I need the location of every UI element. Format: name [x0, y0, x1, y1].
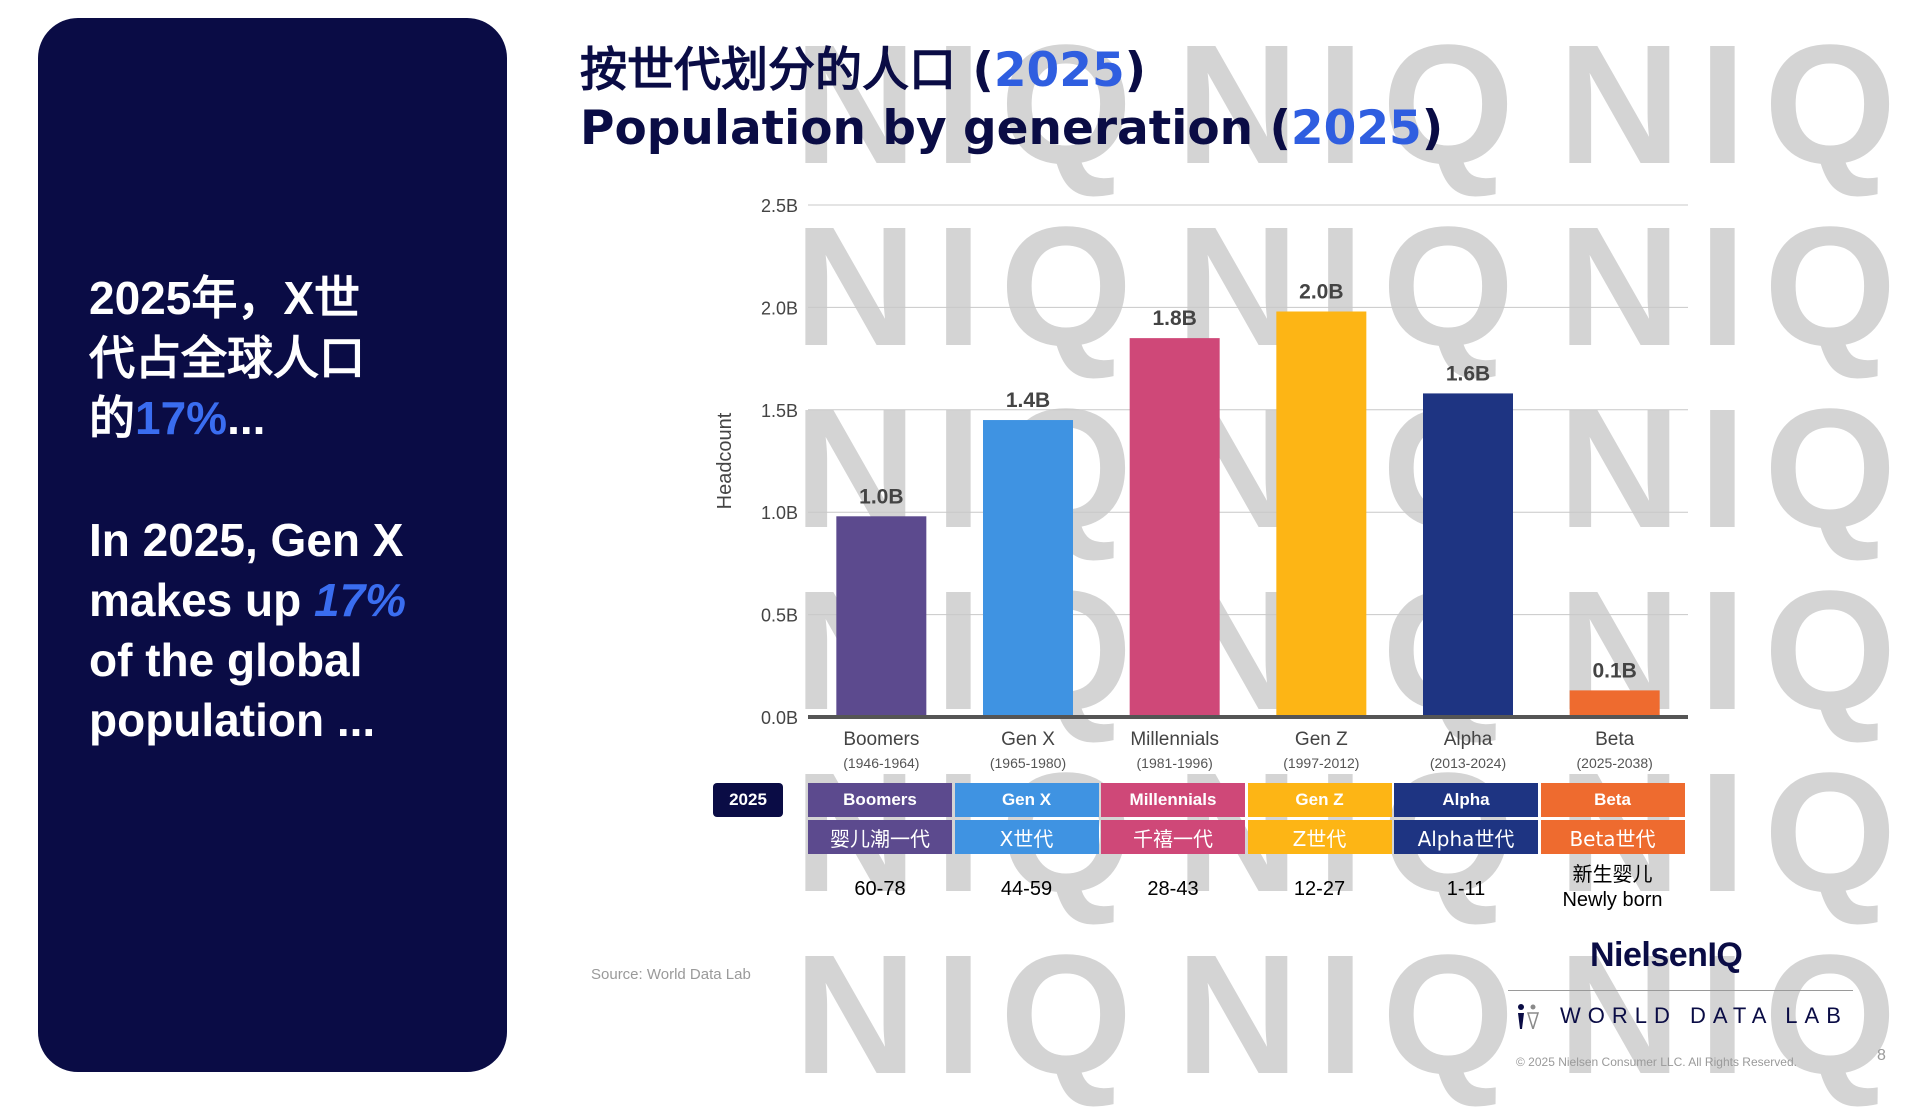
summary-en-line4: population ... [89, 694, 376, 746]
x-tick-label: Beta [1595, 729, 1635, 750]
y-tick-label: 0.5B [761, 606, 798, 626]
data-label: 2.0B [1299, 280, 1343, 303]
data-label: 1.0B [859, 485, 903, 508]
title-en: Population by generation (2025) [580, 101, 1444, 156]
x-tick-label: Gen Z [1295, 729, 1348, 750]
bar-boomers [836, 516, 927, 717]
generation-name-zh: Beta世代 [1540, 820, 1685, 854]
bar-gen-x [983, 420, 1073, 717]
generation-age-range: 1-11 [1394, 877, 1538, 902]
source-note: Source: World Data Lab [591, 966, 751, 983]
generation-name-en: Millennials [1101, 783, 1245, 817]
copyright: © 2025 Nielsen Consumer LLC. All Rights … [1516, 1055, 1797, 1069]
title-zh: 按世代划分的人口 (2025) [580, 43, 1147, 98]
x-tick-label: Boomers [843, 729, 919, 750]
generation-column: Gen X X世代 44-59 [954, 783, 1099, 902]
generation-age-range: 12-27 [1248, 877, 1392, 902]
x-tick-years: (2013-2024) [1430, 755, 1506, 771]
generation-age-text: 12-27 [1293, 878, 1346, 900]
summary-zh-line3: 的17%... [89, 392, 266, 444]
x-tick-years: (2025-2038) [1577, 755, 1653, 771]
generation-column: Beta Beta世代新生婴儿 Newly born [1540, 783, 1685, 913]
x-tick-years: (1997-2012) [1283, 755, 1359, 771]
x-tick-label: Gen X [1001, 729, 1055, 750]
summary-en-percent: 17% [314, 574, 407, 626]
generation-name-zh: Z世代 [1247, 820, 1392, 854]
population-bar-chart: 0.0B 0.5B 1.0B 1.5B 2.0B 2.5B Headcount 1.0B Boo… [714, 196, 1688, 771]
data-label: 1.6B [1446, 362, 1490, 385]
summary-zh-line2: 代占全球人口 [89, 332, 365, 384]
generation-age-range: 新生婴儿 Newly born [1541, 863, 1685, 913]
generation-name-zh: 婴儿潮一代 [808, 820, 952, 854]
generation-age-text: 1-11 [1446, 878, 1486, 900]
generation-name-zh: 千禧一代 [1101, 820, 1245, 854]
generation-age-text: 60-78 [854, 878, 906, 900]
y-tick-label: 2.0B [761, 298, 798, 318]
x-tick-years: (1981-1996) [1137, 755, 1213, 771]
world-data-lab-logo: WORLD DATA LAB [1514, 1003, 1848, 1029]
bar-gen-z [1276, 311, 1367, 717]
data-label: 0.1B [1592, 659, 1636, 682]
generation-age-text: 新生婴儿 [1572, 864, 1653, 886]
y-axis-label: Headcount [714, 412, 736, 509]
page-number: 8 [1877, 1047, 1886, 1064]
summary-en-line2: makes up 17% [89, 574, 407, 626]
generation-age-text: 44-59 [1000, 878, 1053, 900]
generation-age-range: 44-59 [955, 877, 1099, 902]
nielseniq-logo: NielsenIQ [1590, 936, 1743, 974]
generation-column: Gen Z Z世代 12-27 [1247, 783, 1392, 902]
generation-name-en: Gen Z [1247, 783, 1392, 817]
y-tick-label: 0.0B [761, 708, 798, 728]
summary-text: 2025年，X世 代占全球人口 的17%... In 2025, Gen X m… [89, 268, 449, 750]
x-tick-label: Millennials [1130, 729, 1219, 750]
summary-zh: 2025年，X世 代占全球人口 的17%... [89, 268, 449, 448]
x-tick-years: (1965-1980) [990, 755, 1066, 771]
generation-name-en: Alpha [1394, 783, 1538, 817]
generation-name-zh: X世代 [954, 820, 1099, 854]
generation-column: Alpha Alpha世代 1-11 [1394, 783, 1538, 902]
y-tick-label: 1.5B [761, 401, 798, 421]
generation-name-en: Beta [1540, 783, 1685, 817]
generation-column: Boomers 婴儿潮一代 60-78 [808, 783, 952, 902]
summary-en: In 2025, Gen X makes up 17% of the globa… [89, 510, 449, 750]
generation-name-en: Boomers [808, 783, 952, 817]
data-label: 1.4B [1006, 389, 1050, 412]
summary-en-line3: of the global [89, 634, 363, 686]
generation-column: Millennials 千禧一代 28-43 [1101, 783, 1245, 902]
footer-divider [1508, 990, 1853, 991]
generation-age-text: 28-43 [1147, 878, 1199, 900]
year-badge: 2025 [713, 783, 783, 817]
x-tick-years: (1946-1964) [843, 755, 919, 771]
y-tick-label: 2.5B [761, 196, 798, 216]
generation-name-zh: Alpha世代 [1394, 820, 1538, 854]
generation-age-range: 28-43 [1101, 877, 1245, 902]
bar-alpha [1423, 393, 1513, 717]
world-data-lab-text: WORLD DATA LAB [1560, 1003, 1848, 1028]
generation-age-text: Newly born [1562, 889, 1663, 911]
data-label: 1.8B [1152, 307, 1196, 330]
x-tick-label: Alpha [1444, 729, 1493, 750]
bar-millennials [1129, 338, 1220, 717]
y-tick-label: 1.0B [761, 503, 798, 523]
generation-name-en: Gen X [954, 783, 1099, 817]
generation-age-range: 60-78 [808, 877, 952, 902]
summary-zh-line1: 2025年，X世 [89, 272, 361, 324]
summary-en-line1: In 2025, Gen X [89, 514, 404, 566]
bar-beta [1569, 690, 1660, 717]
page-title: 按世代划分的人口 (2025) Population by generation… [580, 42, 1443, 158]
world-data-lab-icon [1518, 1004, 1540, 1029]
summary-zh-percent: 17% [135, 392, 228, 444]
